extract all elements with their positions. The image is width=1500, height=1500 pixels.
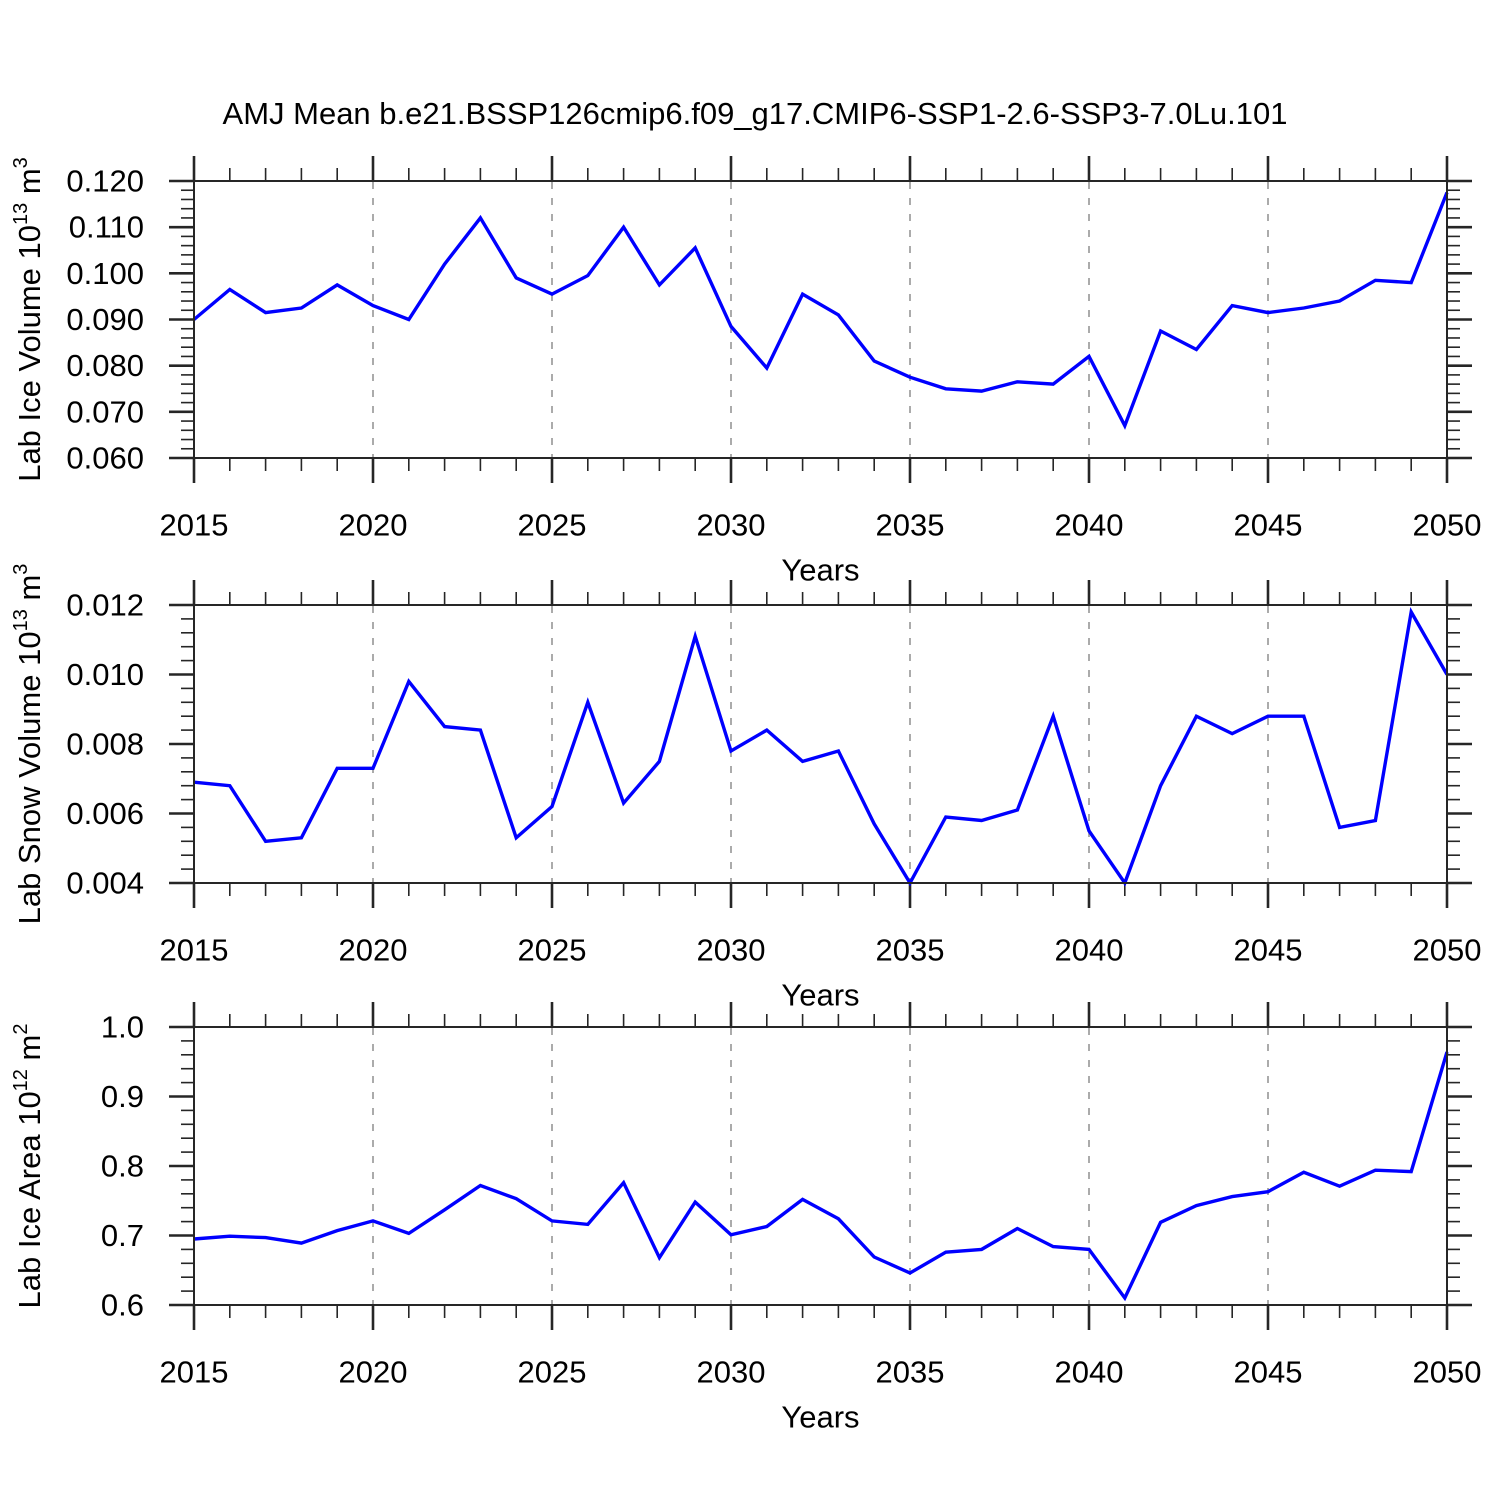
data-line bbox=[192, 191, 1449, 430]
y-tick-label: 0.9 bbox=[101, 1079, 144, 1114]
y-axis-title: Lab Ice Area 1012 m2 bbox=[10, 1024, 47, 1309]
y-tick-label: 0.010 bbox=[66, 657, 144, 692]
x-tick-label: 2040 bbox=[1055, 508, 1124, 543]
x-tick-label: 2040 bbox=[1055, 933, 1124, 968]
y-tick-label: 0.090 bbox=[66, 302, 144, 337]
y-tick-label: 0.7 bbox=[101, 1218, 144, 1253]
y-tick-label: 0.6 bbox=[101, 1288, 144, 1323]
plot-frame bbox=[193, 1026, 1448, 1306]
y-tick-label: 0.100 bbox=[66, 256, 144, 291]
x-tick-label: 2030 bbox=[697, 1355, 766, 1390]
x-tick-label: 2035 bbox=[876, 933, 945, 968]
x-tick-label: 2015 bbox=[160, 933, 229, 968]
x-tick-label: 2050 bbox=[1413, 508, 1482, 543]
x-tick-label: 2035 bbox=[876, 508, 945, 543]
y-tick-label: 0.080 bbox=[66, 348, 144, 383]
figure-title: AMJ Mean b.e21.BSSP126cmip6.f09_g17.CMIP… bbox=[222, 96, 1288, 131]
y-tick-label: 1.0 bbox=[101, 1010, 144, 1045]
panel-lab-ice-volume: 2015 2020 2025 2030 2035 2040 2045 2050 Years 0.0… bbox=[10, 156, 1481, 588]
x-tick-label: 2040 bbox=[1055, 1355, 1124, 1390]
x-tick-label: 2045 bbox=[1234, 1355, 1303, 1390]
y-tick-label: 0.060 bbox=[66, 441, 144, 476]
y-tick-label: 0.120 bbox=[66, 164, 144, 199]
y-tick-label: 0.012 bbox=[66, 588, 144, 623]
x-tick-label: 2015 bbox=[160, 1355, 229, 1390]
x-axis-title: Years bbox=[781, 1400, 859, 1435]
x-tick-label: 2020 bbox=[339, 1355, 408, 1390]
x-tick-label: 2035 bbox=[876, 1355, 945, 1390]
y-tick-label: 0.004 bbox=[66, 866, 144, 901]
x-tick-label: 2050 bbox=[1413, 1355, 1482, 1390]
x-tick-label: 2025 bbox=[518, 933, 587, 968]
plot-frame bbox=[193, 180, 1448, 459]
x-tick-label: 2050 bbox=[1413, 933, 1482, 968]
x-tick-label: 2025 bbox=[518, 1355, 587, 1390]
y-tick-label: 0.070 bbox=[66, 394, 144, 429]
x-tick-label: 2020 bbox=[339, 508, 408, 543]
x-tick-label: 2030 bbox=[697, 508, 766, 543]
x-tick-label: 2045 bbox=[1234, 933, 1303, 968]
panel-lab-ice-area: 2015 2020 2025 2030 2035 2040 2045 2050 Years 0.6… bbox=[10, 1002, 1481, 1435]
data-line bbox=[193, 607, 1449, 887]
panel-lab-snow-volume: 2015 2020 2025 2030 2035 2040 2045 2050 Years 0.0… bbox=[10, 564, 1481, 1013]
x-axis-title: Years bbox=[781, 978, 859, 1013]
plot-frame bbox=[193, 604, 1448, 884]
y-tick-label: 0.110 bbox=[69, 210, 144, 245]
y-tick-label: 0.8 bbox=[101, 1149, 144, 1184]
y-tick-label: 0.008 bbox=[66, 727, 144, 762]
y-tick-label: 0.006 bbox=[66, 796, 144, 831]
x-tick-label: 2030 bbox=[697, 933, 766, 968]
x-tick-label: 2025 bbox=[518, 508, 587, 543]
data-line bbox=[193, 1051, 1449, 1302]
y-axis-title: Lab Ice Volume 1013 m3 bbox=[10, 157, 47, 482]
x-tick-label: 2015 bbox=[160, 508, 229, 543]
x-axis-title: Years bbox=[781, 553, 859, 588]
x-tick-label: 2045 bbox=[1234, 508, 1303, 543]
y-axis-title: Lab Snow Volume 1013 m3 bbox=[10, 564, 47, 925]
x-tick-label: 2020 bbox=[339, 933, 408, 968]
